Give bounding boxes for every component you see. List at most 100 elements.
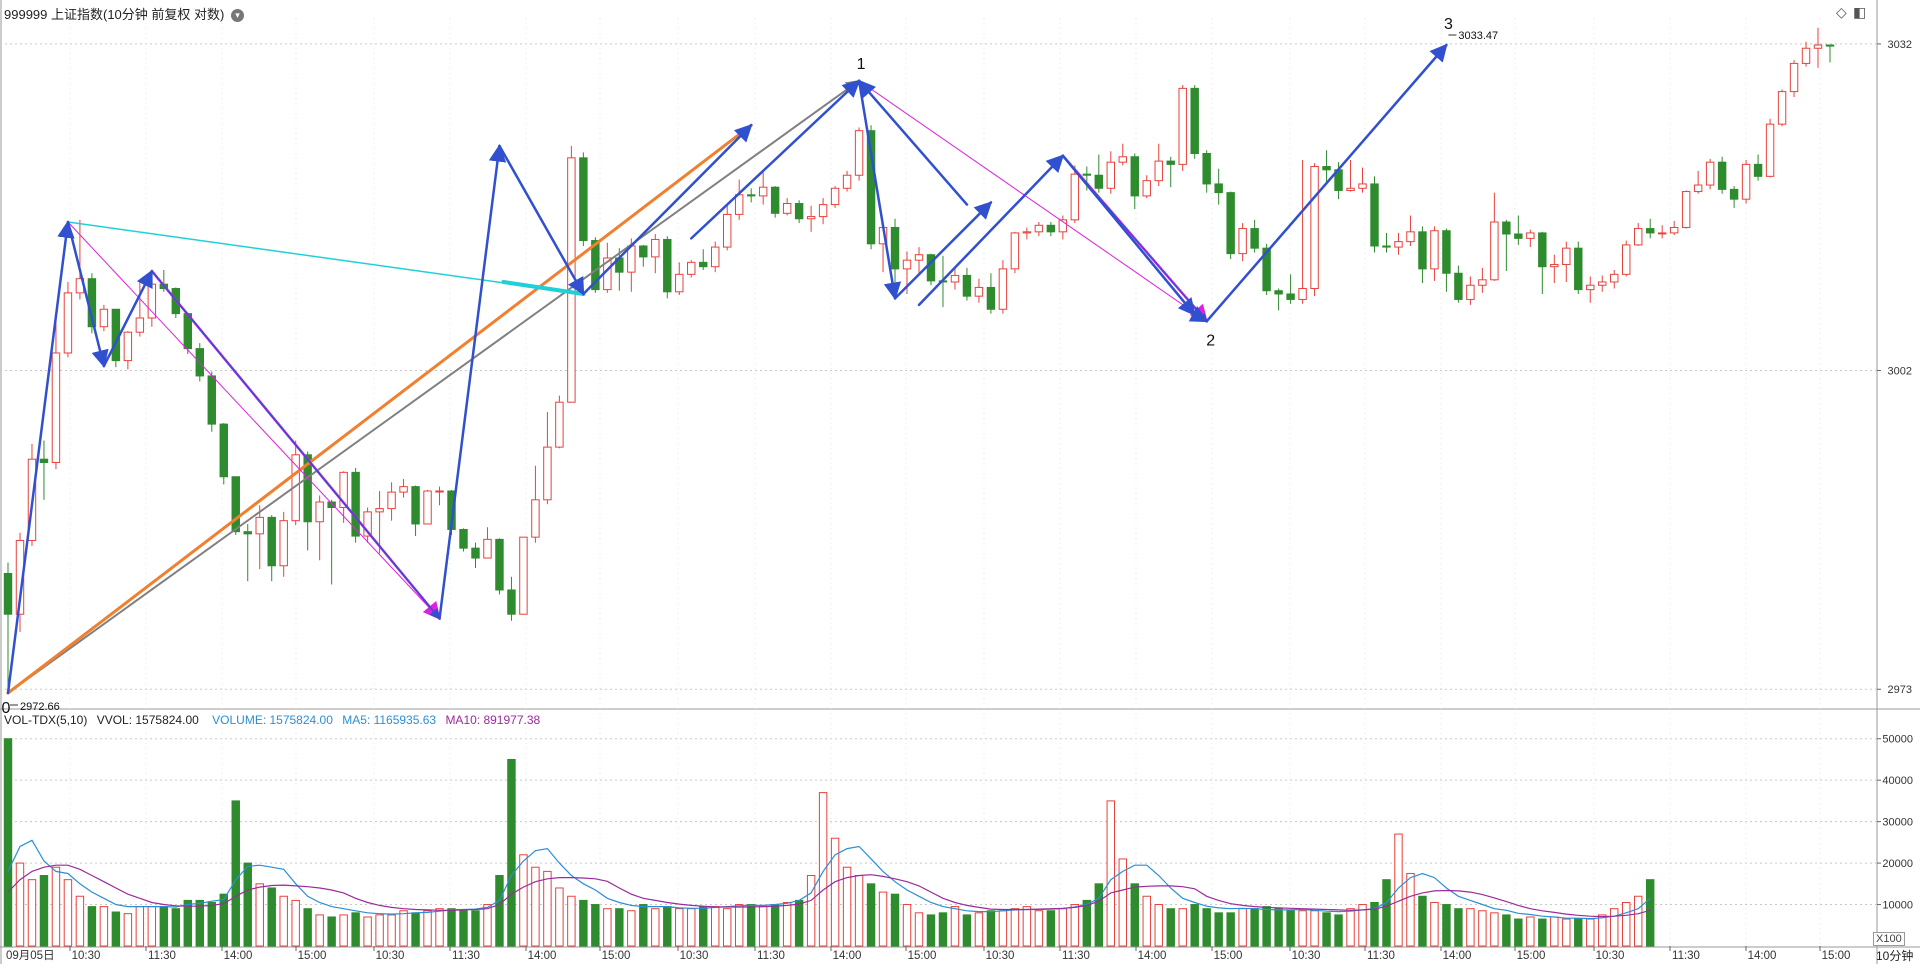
volume-bar bbox=[447, 908, 456, 947]
candle-body bbox=[411, 486, 420, 525]
candle-body bbox=[135, 317, 145, 333]
volume-bar bbox=[111, 911, 121, 947]
candle-body bbox=[555, 401, 564, 448]
candle-body bbox=[531, 499, 540, 538]
time-tick-label: 10:30 bbox=[72, 950, 101, 962]
candle-body bbox=[591, 240, 600, 291]
candle-body bbox=[1082, 173, 1092, 176]
candle-body bbox=[711, 246, 720, 268]
candle-body bbox=[651, 238, 660, 258]
volume-value: VOLUME: 1575824.00 bbox=[212, 713, 333, 727]
candle-body bbox=[1034, 224, 1044, 233]
volume-bar bbox=[1022, 906, 1032, 947]
volume-bar bbox=[375, 914, 384, 947]
volume-bar bbox=[1070, 904, 1080, 947]
volume-bar bbox=[327, 916, 336, 947]
volume-bar bbox=[279, 895, 288, 947]
volume-ma-lines bbox=[7, 839, 1651, 920]
time-tick-label: 14:00 bbox=[833, 950, 862, 962]
candle-body bbox=[459, 528, 468, 549]
time-tick-label: 11:30 bbox=[757, 950, 785, 962]
volume-bar bbox=[483, 904, 492, 947]
volume-bar bbox=[1082, 899, 1092, 947]
volume-bar bbox=[387, 914, 396, 947]
volume-bar bbox=[830, 837, 840, 947]
candle-body bbox=[675, 273, 684, 293]
volume-bar bbox=[794, 899, 804, 947]
volume-bar bbox=[1586, 918, 1595, 947]
time-tick-label: 11:30 bbox=[1672, 950, 1700, 962]
period-label[interactable]: 10分钟 bbox=[1876, 949, 1914, 963]
candle-body bbox=[147, 283, 157, 319]
time-tick-label: 11:30 bbox=[1367, 950, 1395, 962]
candle-body bbox=[1669, 226, 1679, 234]
candle-body bbox=[1514, 233, 1523, 239]
candle-body bbox=[507, 589, 516, 615]
axes: 3032 3002 2973 50000 40000 30000 20000 10000 09月… bbox=[6, 39, 1913, 962]
candle-body bbox=[1322, 166, 1331, 171]
blue-wave-thin bbox=[151, 270, 441, 620]
candle-body bbox=[1753, 163, 1763, 177]
vvol-value: VVOL: 1575824.00 bbox=[96, 713, 199, 727]
candle-body bbox=[1106, 161, 1116, 189]
volume-bar bbox=[818, 792, 828, 947]
time-tick-label: 11:30 bbox=[148, 950, 176, 962]
chevron-down-icon[interactable]: ▾ bbox=[230, 9, 244, 23]
blue-wave-segment bbox=[857, 79, 969, 206]
volume-bar bbox=[1346, 908, 1355, 947]
blue-wave-segment bbox=[690, 79, 861, 240]
volume-bar bbox=[1370, 901, 1379, 947]
time-tick-label: 10:30 bbox=[680, 950, 709, 962]
candle-body bbox=[794, 203, 804, 220]
volume-bar bbox=[675, 908, 684, 947]
volume-bar bbox=[1118, 858, 1127, 947]
time-tick-label: 09月05日 bbox=[6, 950, 55, 962]
volume-bar bbox=[303, 908, 312, 947]
price-tick-label: 3002 bbox=[1888, 365, 1912, 377]
candle-body bbox=[1813, 44, 1823, 49]
candle-body bbox=[1370, 183, 1379, 247]
volume-bar bbox=[1106, 800, 1116, 947]
wave-label: 0 bbox=[2, 700, 11, 717]
candle-body bbox=[435, 490, 444, 493]
candle-body bbox=[39, 458, 49, 463]
wave-overlay-lines: 0 1 2 3 3033.47 2972.66 bbox=[2, 16, 1499, 717]
volume-bar bbox=[219, 893, 228, 947]
candle-body bbox=[663, 238, 672, 293]
volume-bar bbox=[1142, 895, 1151, 947]
candle-body bbox=[1262, 247, 1271, 292]
volume-bar bbox=[423, 910, 432, 947]
time-tick-label: 15:00 bbox=[602, 950, 631, 962]
volume-bar bbox=[507, 758, 516, 947]
volume-bar bbox=[471, 910, 480, 947]
candle-body bbox=[1825, 44, 1835, 47]
vol-indicator-name[interactable]: VOL-TDX(5,10) bbox=[4, 713, 88, 727]
candle-body bbox=[1418, 231, 1427, 270]
volume-bar bbox=[1034, 910, 1044, 947]
volume-bar bbox=[495, 875, 504, 947]
diamond-icon[interactable]: ◇ bbox=[1836, 4, 1847, 20]
volume-bar bbox=[363, 916, 372, 947]
candle-body bbox=[758, 186, 768, 197]
candle-body bbox=[1741, 163, 1751, 200]
candle-body bbox=[1226, 192, 1235, 255]
time-tick-label: 14:00 bbox=[1748, 950, 1777, 962]
volume-bar bbox=[1094, 883, 1104, 947]
time-tick-label: 10:30 bbox=[376, 950, 405, 962]
volume-bars bbox=[3, 738, 1655, 947]
volume-bar bbox=[411, 912, 420, 947]
time-tick-label: 10:30 bbox=[1596, 950, 1625, 962]
candle-body bbox=[1250, 228, 1259, 249]
volume-bar bbox=[315, 914, 324, 947]
time-tick-label: 15:00 bbox=[1214, 950, 1243, 962]
volume-bar bbox=[1286, 910, 1295, 947]
candle-body bbox=[1214, 183, 1223, 194]
volume-bar bbox=[974, 912, 984, 947]
chart-title[interactable]: 999999 上证指数(10分钟 前复权 对数) ▾ bbox=[4, 4, 244, 23]
panel-toggle-icon[interactable]: ◧ bbox=[1853, 4, 1867, 20]
candle-body bbox=[1657, 232, 1667, 235]
volume-bar bbox=[435, 908, 444, 947]
volume-bar bbox=[866, 883, 876, 947]
